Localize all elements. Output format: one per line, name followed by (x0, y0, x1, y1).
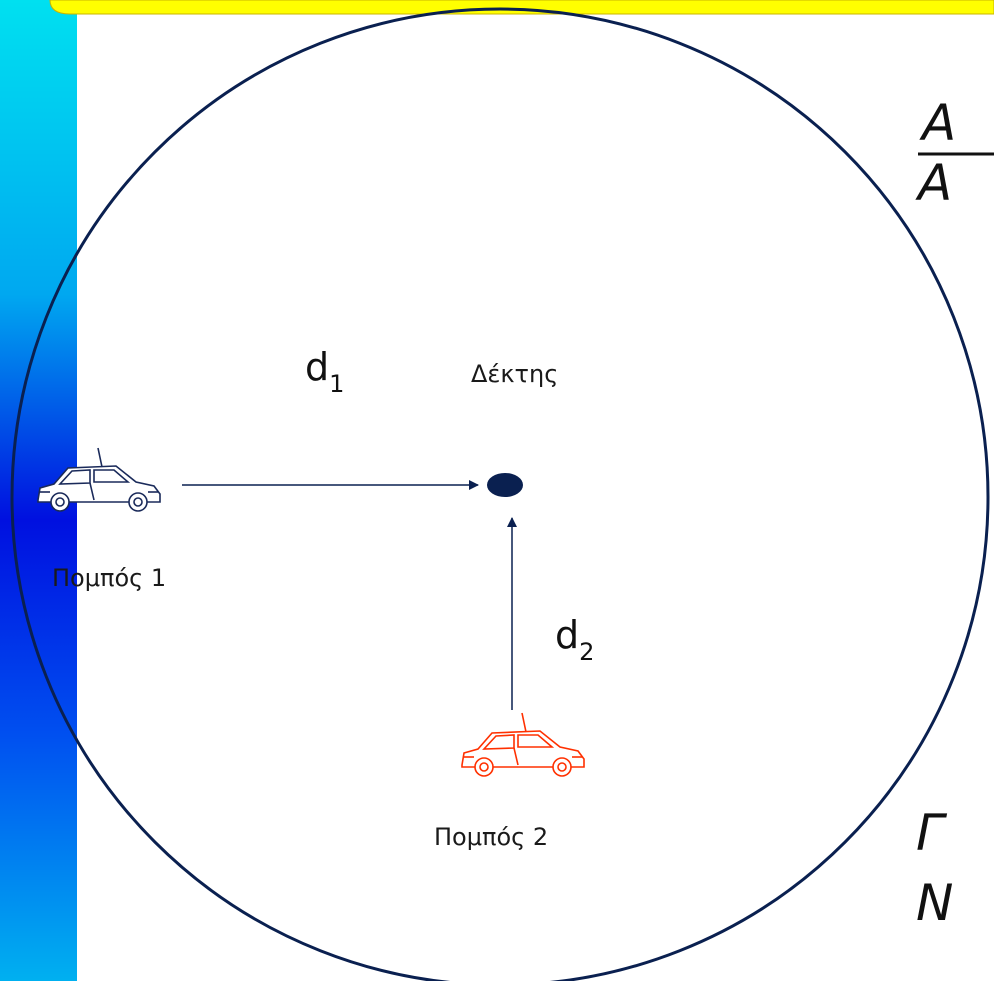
side-text: Γ (916, 804, 948, 862)
distance-1: d1 (305, 345, 344, 398)
distance-subscript: 1 (329, 370, 344, 398)
distance-2: d2 (555, 613, 594, 666)
coverage-circle (10, 7, 990, 981)
side-text: A (919, 94, 956, 152)
distance-symbol: d (305, 345, 329, 389)
side-text: A (915, 154, 952, 212)
car-2 (461, 712, 585, 777)
title-banner (49, 0, 994, 15)
transmitter-2-label: Πομπός 2 (434, 823, 548, 851)
distance-symbol: d (555, 613, 579, 657)
transmitter-1-label: Πομπός 1 (52, 564, 166, 592)
distance-subscript: 2 (579, 638, 594, 666)
receiver-label: Δέκτης (471, 360, 558, 388)
receiver-dot (487, 473, 523, 497)
side-text: N (916, 874, 953, 932)
